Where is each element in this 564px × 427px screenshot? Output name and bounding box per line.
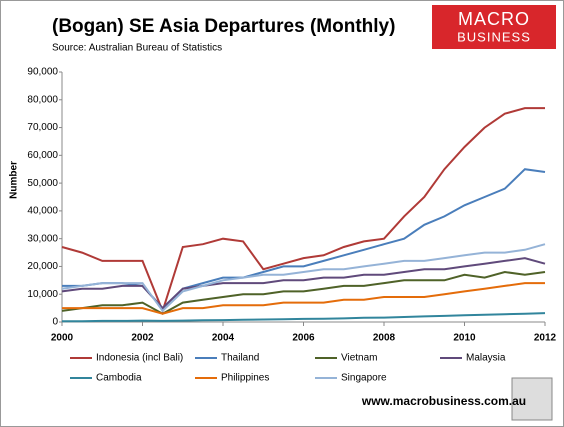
footer-url: www.macrobusiness.com.au [361,394,526,408]
legend-label: Thailand [221,353,259,364]
x-tick-label: 2000 [51,333,74,344]
legend-label: Vietnam [341,353,378,364]
logo-bottom: BUSINESS [457,29,531,44]
y-tick-label: 0 [52,317,58,328]
x-tick-label: 2012 [534,333,557,344]
x-tick-label: 2010 [453,333,476,344]
legend-label: Malaysia [466,353,506,364]
chart-title: (Bogan) SE Asia Departures (Monthly) [52,16,395,37]
chart-subtitle: Source: Australian Bureau of Statistics [52,43,222,54]
y-tick-label: 70,000 [27,122,58,133]
x-tick-label: 2006 [292,333,315,344]
y-tick-label: 30,000 [27,233,58,244]
legend-label: Singapore [341,373,387,384]
logo-box [432,5,556,49]
x-tick-label: 2004 [212,333,235,344]
legend-label: Philippines [221,373,269,384]
series-line [61,257,546,310]
y-tick-label: 50,000 [27,178,58,189]
y-tick-label: 40,000 [27,206,58,217]
legend-label: Cambodia [96,373,142,384]
series-line [61,270,546,315]
y-tick-label: 20,000 [27,261,58,272]
logo-top: MACRO [458,9,530,29]
series-line [62,312,546,323]
y-tick-label: 60,000 [27,150,58,161]
series-line [62,282,545,315]
series-line [61,107,545,314]
series-line [61,243,546,313]
mascot-image [511,377,553,421]
y-tick-label: 80,000 [27,94,58,105]
y-tick-label: 90,000 [27,67,58,78]
y-axis-label: Number [9,161,20,199]
x-tick-label: 2008 [373,333,396,344]
x-tick-label: 2002 [131,333,154,344]
legend-label: Indonesia (incl Bali) [96,353,183,364]
y-tick-label: 10,000 [27,289,58,300]
